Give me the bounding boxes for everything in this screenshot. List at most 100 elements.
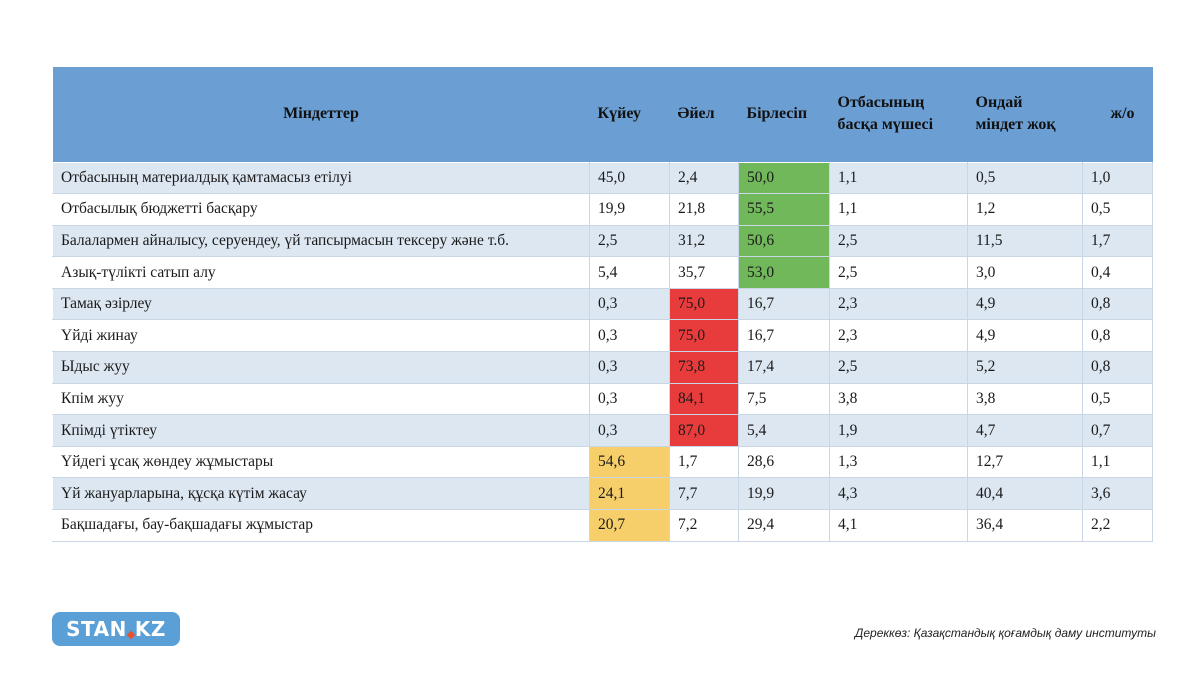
- no-duty-value: 0,5: [967, 161, 1083, 195]
- no-duty-value: 4,7: [967, 414, 1083, 447]
- no-answer-value: 1,1: [1082, 445, 1153, 479]
- table-row: Бақшадағы, бау-бақшадағы жұмыстар 20,7 7,2…: [52, 509, 1153, 542]
- header-jointly: Бірлесіп: [738, 67, 830, 162]
- header-no-such-duty: Ондай міндет жоқ: [967, 67, 1083, 162]
- no-answer-value: 0,5: [1082, 193, 1153, 226]
- no-duty-value: 40,4: [967, 477, 1083, 511]
- jointly-value: 16,7: [738, 287, 830, 321]
- other-member-value: 2,5: [829, 224, 968, 258]
- husband-value: 0,3: [589, 414, 670, 447]
- stan-kz-logo: STAN KZ: [52, 612, 180, 646]
- table-body: Отбасының материалдық қамтамасыз етілуі 4…: [52, 161, 1153, 542]
- jointly-value: 16,7: [738, 319, 830, 353]
- husband-value: 2,5: [589, 224, 670, 258]
- table-row: Отбасының материалдық қамтамасыз етілуі 4…: [52, 161, 1153, 195]
- jointly-value: 5,4: [738, 414, 830, 447]
- husband-value: 54,6: [589, 445, 670, 479]
- no-answer-value: 0,8: [1082, 287, 1153, 321]
- no-answer-value: 0,5: [1082, 382, 1153, 416]
- jointly-value: 50,0: [738, 161, 830, 195]
- table-row: Үй жануарларына, құсқа күтім жасау 24,1 7,…: [52, 477, 1153, 511]
- data-table-container: Міндеттер Күйеу Әйел Бірлесіп Отбасының …: [52, 67, 1153, 542]
- no-answer-value: 0,4: [1082, 256, 1153, 289]
- wife-value: 35,7: [669, 256, 739, 289]
- other-member-value: 2,5: [829, 351, 968, 384]
- other-member-value: 4,3: [829, 477, 968, 511]
- wife-value: 75,0: [669, 287, 739, 321]
- row-label: Кпімді үтіктеу: [52, 414, 590, 447]
- other-member-value: 2,5: [829, 256, 968, 289]
- no-duty-value: 3,0: [967, 256, 1083, 289]
- row-label: Үй жануарларына, құсқа күтім жасау: [52, 477, 590, 511]
- wife-value: 73,8: [669, 351, 739, 384]
- row-label: Бақшадағы, бау-бақшадағы жұмыстар: [52, 509, 590, 542]
- no-answer-value: 1,0: [1082, 161, 1153, 195]
- other-member-value: 1,9: [829, 414, 968, 447]
- jointly-value: 7,5: [738, 382, 830, 416]
- row-label: Азық-түлікті сатып алу: [52, 256, 590, 289]
- no-answer-value: 2,2: [1082, 509, 1153, 542]
- logo-text-right: KZ: [134, 617, 166, 641]
- row-label: Үйді жинау: [52, 319, 590, 353]
- no-answer-value: 1,7: [1082, 224, 1153, 258]
- other-member-value: 1,3: [829, 445, 968, 479]
- wife-value: 84,1: [669, 382, 739, 416]
- other-member-value: 2,3: [829, 319, 968, 353]
- wife-value: 75,0: [669, 319, 739, 353]
- row-label: Отбасының материалдық қамтамасыз етілуі: [52, 161, 590, 195]
- no-duty-value: 5,2: [967, 351, 1083, 384]
- table-row: Кпімді үтіктеу 0,3 87,0 5,4 1,9 4,7 0,7: [52, 414, 1153, 447]
- wife-value: 2,4: [669, 161, 739, 195]
- jointly-value: 29,4: [738, 509, 830, 542]
- table-header-row: Міндеттер Күйеу Әйел Бірлесіп Отбасының …: [52, 67, 1153, 162]
- no-answer-value: 0,8: [1082, 319, 1153, 353]
- husband-value: 5,4: [589, 256, 670, 289]
- other-member-value: 4,1: [829, 509, 968, 542]
- wife-value: 7,2: [669, 509, 739, 542]
- jointly-value: 55,5: [738, 193, 830, 226]
- no-duty-value: 12,7: [967, 445, 1083, 479]
- husband-value: 0,3: [589, 287, 670, 321]
- no-duty-value: 3,8: [967, 382, 1083, 416]
- husband-value: 45,0: [589, 161, 670, 195]
- no-duty-value: 4,9: [967, 287, 1083, 321]
- table-row: Балалармен айналысу, серуендеу, үй тапсы…: [52, 224, 1153, 258]
- duties-table: Міндеттер Күйеу Әйел Бірлесіп Отбасының …: [52, 67, 1153, 542]
- husband-value: 0,3: [589, 382, 670, 416]
- table-row: Отбасылық бюджетті басқару 19,9 21,8 55,5 1,…: [52, 193, 1153, 226]
- table-row: Үйдегі ұсақ жөндеу жұмыстары 54,6 1,7 28,6 1…: [52, 445, 1153, 479]
- header-duties: Міндеттер: [52, 67, 590, 162]
- logo-text-left: STAN: [66, 617, 127, 641]
- no-duty-value: 36,4: [967, 509, 1083, 542]
- no-duty-value: 1,2: [967, 193, 1083, 226]
- no-answer-value: 3,6: [1082, 477, 1153, 511]
- wife-value: 1,7: [669, 445, 739, 479]
- table-row: Тамақ әзірлеу 0,3 75,0 16,7 2,3 4,9 0,8: [52, 287, 1153, 321]
- table-row: Кпім жуу 0,3 84,1 7,5 3,8 3,8 0,5: [52, 382, 1153, 416]
- wife-value: 87,0: [669, 414, 739, 447]
- table-row: Азық-түлікті сатып алу 5,4 35,7 53,0 2,5 3,0 0…: [52, 256, 1153, 289]
- source-caption: Дереккөз: Қазақстандық қоғамдық даму инс…: [854, 626, 1156, 640]
- husband-value: 0,3: [589, 319, 670, 353]
- no-duty-value: 4,9: [967, 319, 1083, 353]
- wife-value: 7,7: [669, 477, 739, 511]
- other-member-value: 2,3: [829, 287, 968, 321]
- other-member-value: 1,1: [829, 161, 968, 195]
- no-answer-value: 0,7: [1082, 414, 1153, 447]
- row-label: Отбасылық бюджетті басқару: [52, 193, 590, 226]
- no-answer-value: 0,8: [1082, 351, 1153, 384]
- row-label: Үйдегі ұсақ жөндеу жұмыстары: [52, 445, 590, 479]
- husband-value: 20,7: [589, 509, 670, 542]
- husband-value: 19,9: [589, 193, 670, 226]
- jointly-value: 53,0: [738, 256, 830, 289]
- header-husband: Күйеу: [589, 67, 670, 162]
- logo-text: STAN KZ: [66, 617, 166, 641]
- jointly-value: 19,9: [738, 477, 830, 511]
- row-label: Балалармен айналысу, серуендеу, үй тапсы…: [52, 224, 590, 258]
- wife-value: 21,8: [669, 193, 739, 226]
- header-wife: Әйел: [669, 67, 739, 162]
- logo-dot-mark: [126, 630, 136, 640]
- table-row: Ыдыс жуу 0,3 73,8 17,4 2,5 5,2 0,8: [52, 351, 1153, 384]
- row-label: Тамақ әзірлеу: [52, 287, 590, 321]
- wife-value: 31,2: [669, 224, 739, 258]
